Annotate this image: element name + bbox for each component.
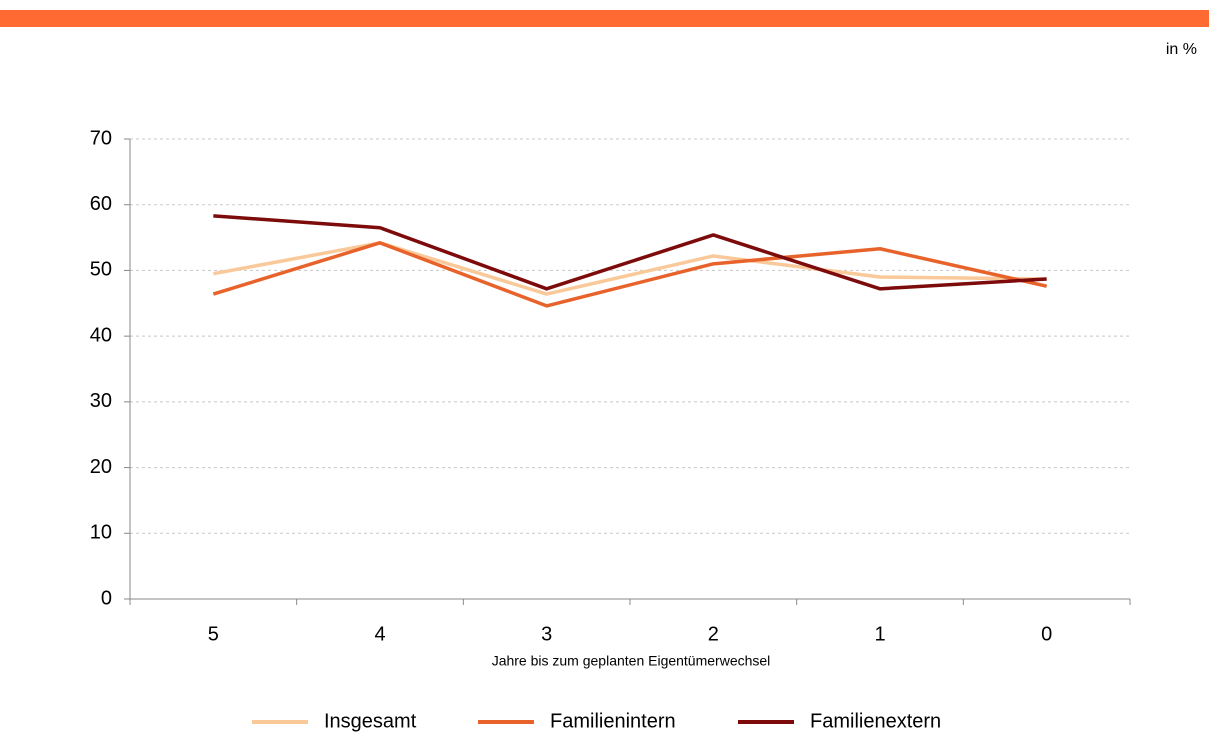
legend-label: Insgesamt (324, 710, 417, 732)
x-tick-label: 1 (874, 623, 885, 645)
series-line (213, 214, 1047, 291)
legend-label: Familienintern (550, 710, 676, 732)
legend-label: Familienextern (810, 710, 941, 732)
x-tick-label: 2 (708, 623, 719, 645)
x-tick-label: 4 (374, 623, 385, 645)
y-tick-label: 70 (90, 127, 112, 149)
x-axis-label: Jahre bis zum geplanten Eigentümerwechse… (492, 653, 771, 669)
x-tick-label: 0 (1041, 623, 1052, 645)
y-tick-label: 40 (90, 324, 112, 346)
y-tick-label: 20 (90, 456, 112, 478)
y-tick-label: 10 (90, 522, 112, 544)
x-tick-label: 5 (208, 623, 219, 645)
series-line (212, 241, 1048, 308)
x-tick-label: 3 (541, 623, 552, 645)
y-tick-label: 60 (90, 193, 112, 215)
unit-label: in % (1166, 41, 1197, 58)
y-tick-label: 50 (90, 259, 112, 281)
header-bar (0, 10, 1209, 27)
series-line (213, 241, 1047, 296)
y-tick-label: 0 (101, 587, 112, 609)
y-tick-label: 30 (90, 390, 112, 412)
